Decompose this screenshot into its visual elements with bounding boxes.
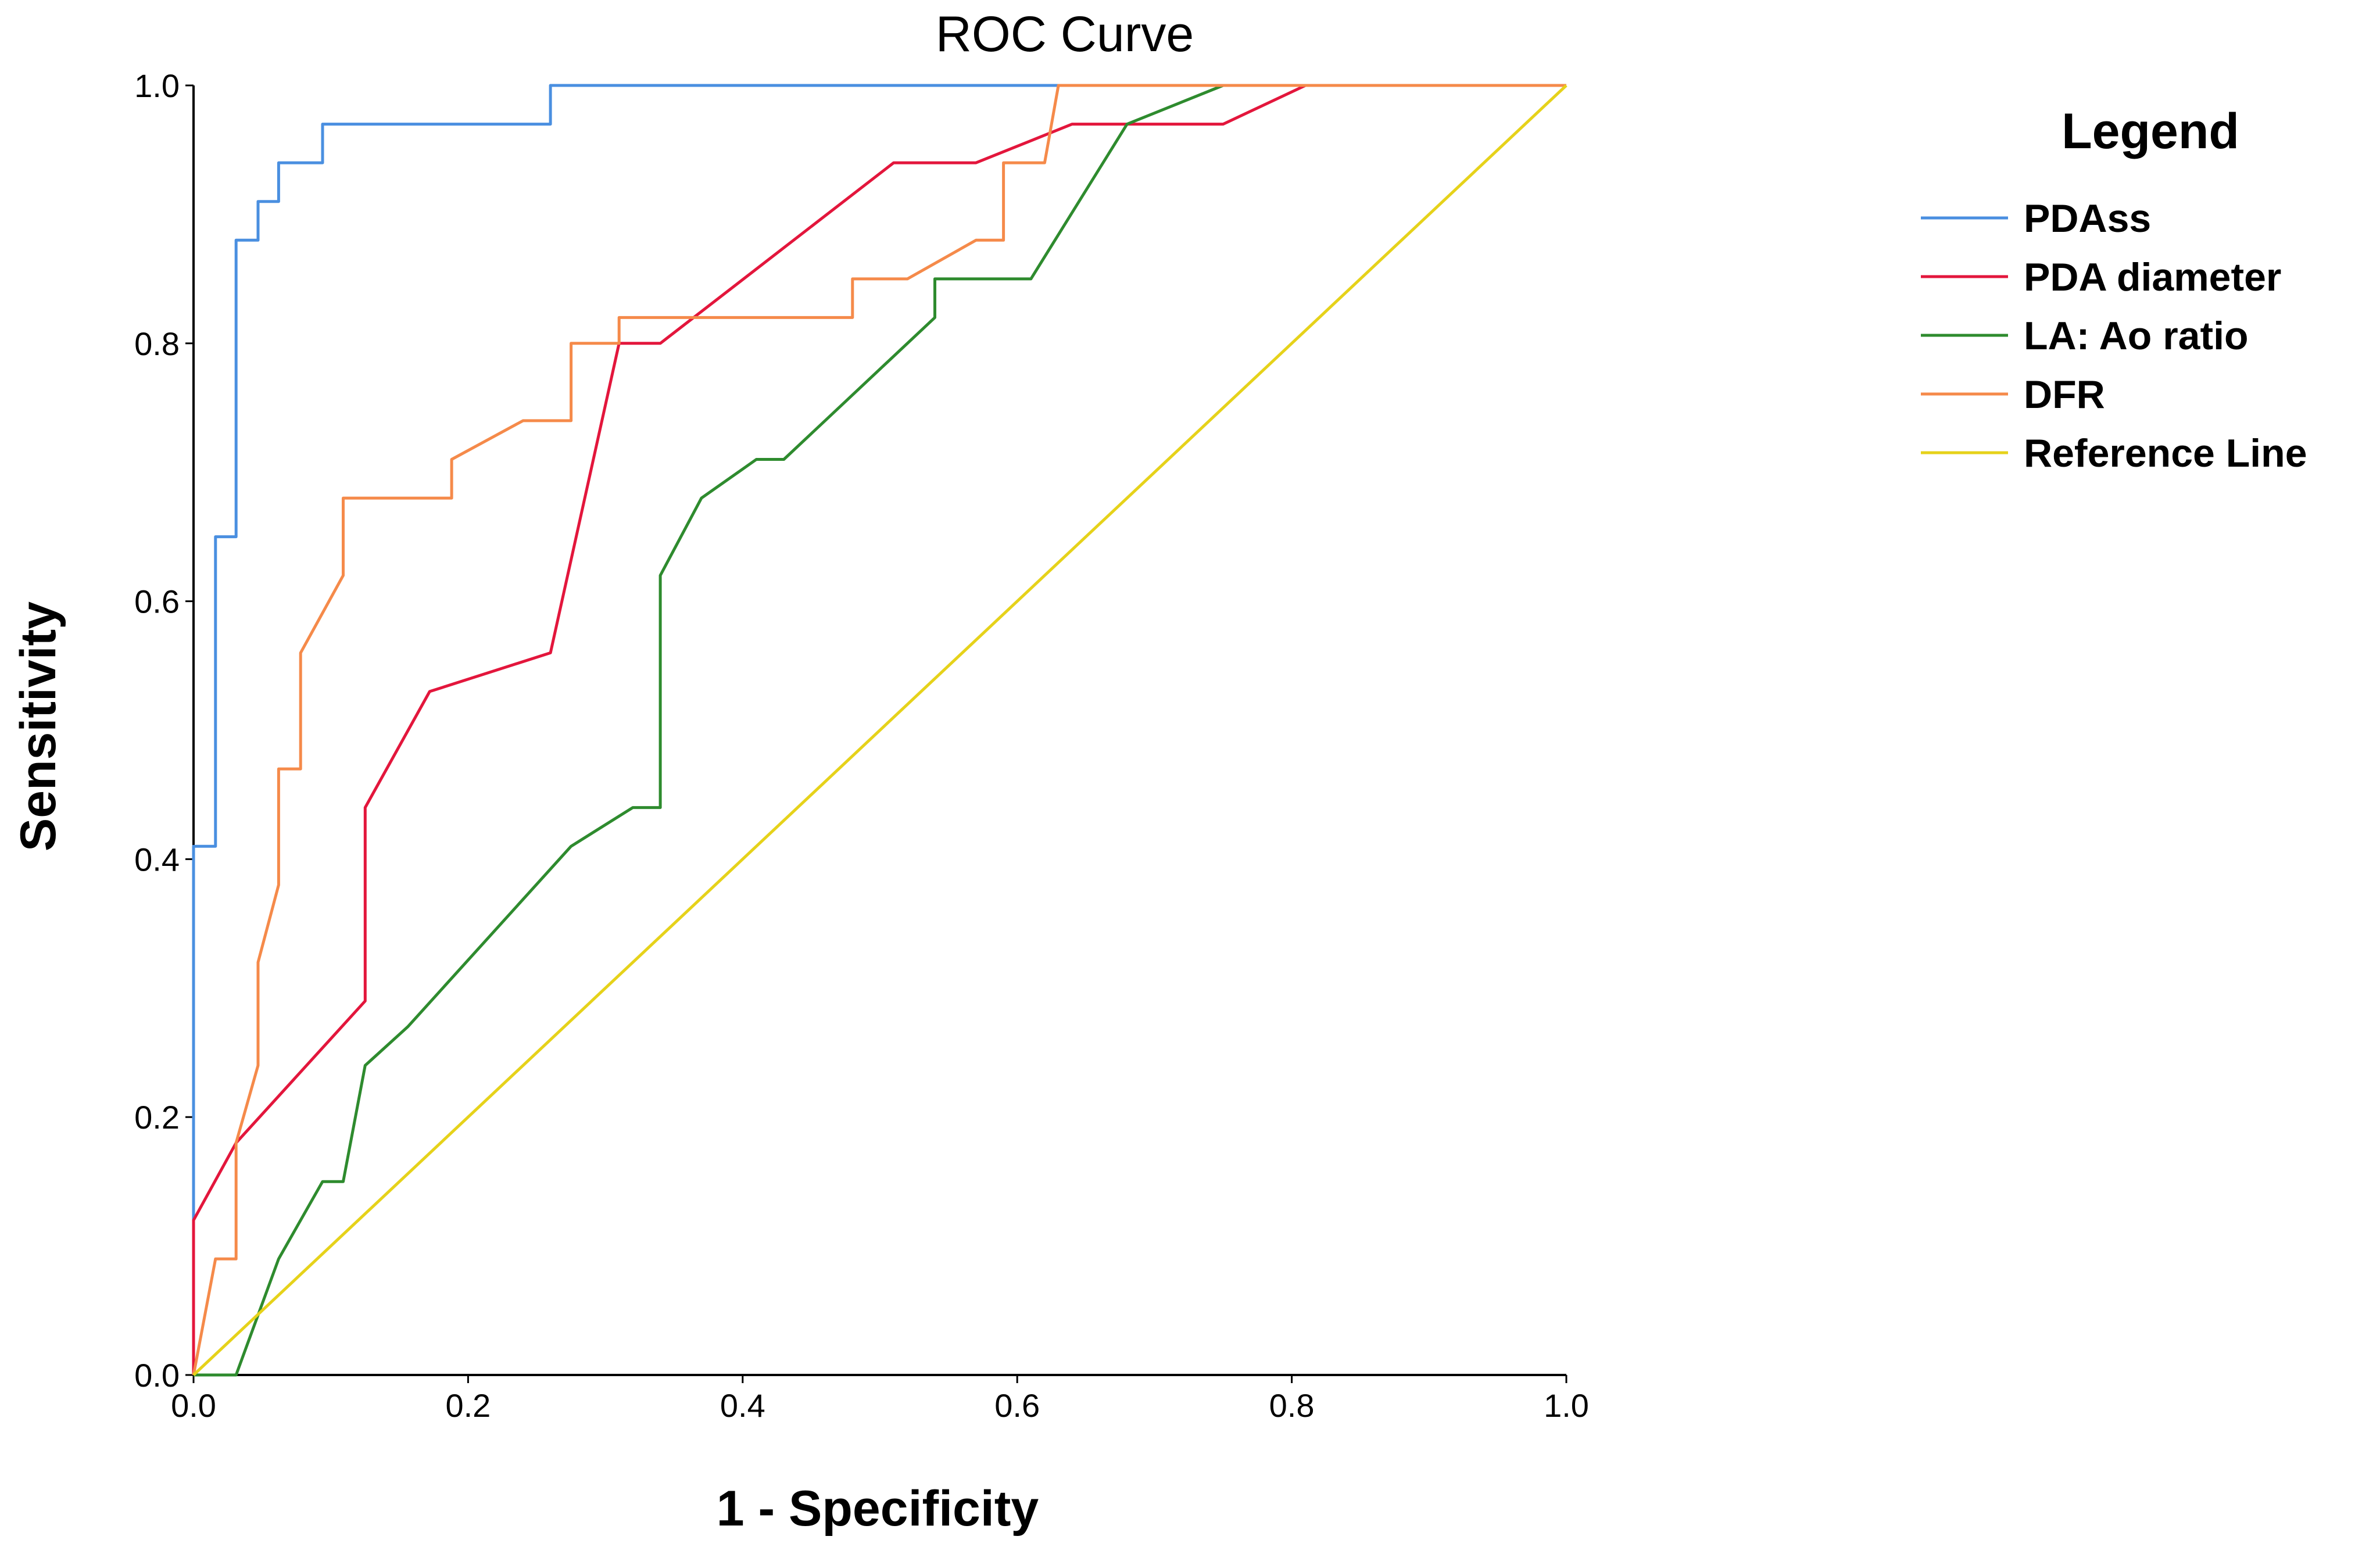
series-line-la-ao-ratio bbox=[194, 84, 1566, 1377]
x-axis-ticks: 0.0 0.2 0.4 0.6 0.8 1.0 bbox=[171, 1375, 1589, 1424]
legend-label-pdass: PDAss bbox=[2024, 196, 2151, 241]
y-tick-label: 0.4 bbox=[134, 841, 180, 878]
x-tick-label: 0.6 bbox=[994, 1387, 1040, 1424]
series-line-dfr bbox=[192, 84, 1566, 1376]
legend-title: Legend bbox=[2062, 103, 2239, 159]
legend-label-reference-line: Reference Line bbox=[2024, 431, 2307, 475]
legend: PDAss PDA diameter LA: Ao ratio DFR Referenc… bbox=[1921, 196, 2307, 475]
x-tick-label: 0.8 bbox=[1269, 1387, 1315, 1424]
y-tick-label: 0.8 bbox=[134, 325, 180, 362]
y-tick-label: 0.0 bbox=[134, 1357, 180, 1394]
y-tick-label: 0.6 bbox=[134, 583, 180, 620]
y-axis-ticks: 0.0 0.2 0.4 0.6 0.8 1.0 bbox=[134, 67, 194, 1394]
x-axis-label: 1 - Specificity bbox=[717, 1481, 1039, 1537]
y-tick-label: 1.0 bbox=[134, 67, 180, 104]
x-tick-label: 0.0 bbox=[171, 1387, 216, 1424]
x-tick-label: 1.0 bbox=[1544, 1387, 1589, 1424]
legend-label-la-ao-ratio: LA: Ao ratio bbox=[2024, 314, 2249, 358]
x-tick-label: 0.2 bbox=[445, 1387, 491, 1424]
y-tick-label: 0.2 bbox=[134, 1099, 180, 1136]
legend-label-pda-diameter: PDA diameter bbox=[2024, 255, 2281, 299]
y-axis-label: Sensitivity bbox=[10, 601, 66, 851]
x-tick-label: 0.4 bbox=[720, 1387, 765, 1424]
series-layer bbox=[192, 84, 1567, 1377]
series-line-pdass bbox=[192, 84, 1566, 1375]
chart-title: ROC Curve bbox=[936, 6, 1194, 62]
legend-label-dfr: DFR bbox=[2024, 373, 2105, 417]
series-line-reference-line bbox=[192, 84, 1567, 1376]
